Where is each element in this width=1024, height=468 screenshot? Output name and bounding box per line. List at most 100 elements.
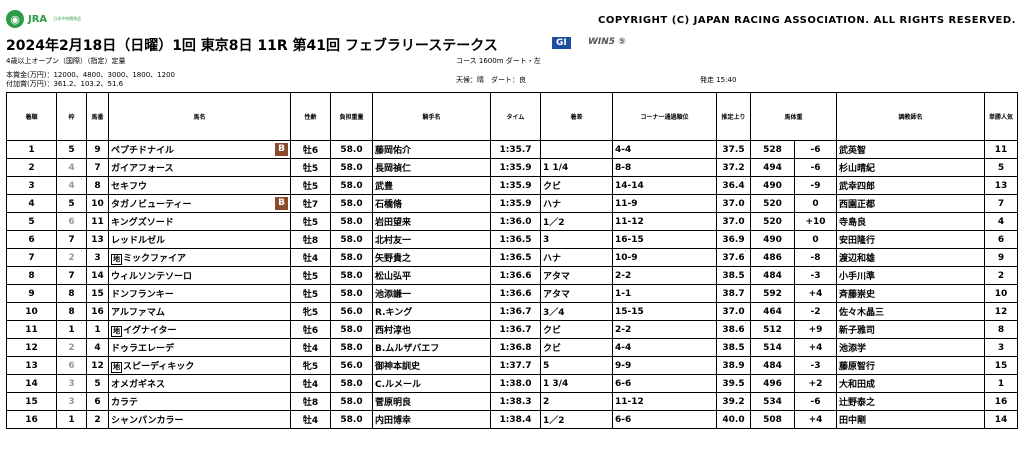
- table-row[interactable]: 5 6 11 キングズソード 牡5 58.0 岩田望来 1:36.0 1／2 11-12 37.0 5…: [6, 212, 1019, 231]
- jra-logo-icon: ◉: [6, 10, 24, 28]
- cell-horse[interactable]: オメガギネス: [108, 374, 291, 393]
- cell-pos: 8: [6, 266, 57, 285]
- cell-horse[interactable]: シャンパンカラー: [108, 410, 291, 429]
- jra-logo[interactable]: ◉ JRA 日本中央競馬会: [6, 9, 81, 29]
- cell-horse[interactable]: ドンフランキー: [108, 284, 291, 303]
- cell-bodyweight: 520: [750, 194, 795, 213]
- table-row[interactable]: 1 5 9 ペプチドナイル B 牡6 58.0 藤岡佑介 1:35.7 4-4 37.5 528 -6 武…: [6, 140, 1019, 159]
- cell-trainer[interactable]: 小手川準: [836, 266, 986, 285]
- cell-jockey[interactable]: 石橋脩: [372, 194, 491, 213]
- horse-name[interactable]: ドゥラエレーデ: [111, 344, 175, 354]
- cell-jockey[interactable]: 御神本訓史: [372, 356, 491, 375]
- cell-time: 1:36.7: [490, 302, 541, 321]
- table-row[interactable]: 3 4 8 セキフウ 牡5 58.0 武豊 1:35.9 クビ 14-14 36.4 490 -9 武幸四…: [6, 176, 1019, 195]
- cell-jockey[interactable]: 北村友一: [372, 230, 491, 249]
- table-row[interactable]: 7 2 3 地ミックファイア 牡4 58.0 矢野貴之 1:36.5 ハナ 10-9 37.6 486…: [6, 248, 1019, 267]
- horse-name[interactable]: ウィルソンテソーロ: [111, 272, 193, 282]
- cell-trainer[interactable]: 武幸四郎: [836, 176, 986, 195]
- table-row[interactable]: 16 1 2 シャンパンカラー 牡4 58.0 内田博幸 1:38.4 1／2 6-6 40.0 50…: [6, 410, 1019, 429]
- cell-trainer[interactable]: 渡辺和雄: [836, 248, 986, 267]
- cell-jockey[interactable]: 松山弘平: [372, 266, 491, 285]
- cell-horse[interactable]: ガイアフォース: [108, 158, 291, 177]
- cell-trainer[interactable]: 安田隆行: [836, 230, 986, 249]
- horse-name[interactable]: ミックファイア: [123, 253, 187, 264]
- cell-jockey[interactable]: B.ムルザバエフ: [372, 338, 491, 357]
- table-row[interactable]: 14 3 5 オメガギネス 牡4 58.0 C.ルメール 1:38.0 1 3/4 6-6 39.5…: [6, 374, 1019, 393]
- horse-name[interactable]: キングズソード: [111, 218, 174, 228]
- cell-horse[interactable]: タガノビューティー B: [108, 194, 291, 213]
- cell-horse[interactable]: 地ミックファイア: [108, 248, 291, 267]
- cell-jockey[interactable]: 武豊: [372, 176, 491, 195]
- horse-name[interactable]: イグナイター: [123, 325, 177, 336]
- cell-time: 1:36.8: [490, 338, 541, 357]
- cell-weight: 56.0: [330, 356, 373, 375]
- table-row[interactable]: 13 6 12 地スピーディキック 牝5 56.0 御神本訓史 1:37.7 5 9-9 38.9 4…: [6, 356, 1019, 375]
- horse-name[interactable]: アルファマム: [111, 308, 165, 318]
- cell-trainer[interactable]: 寺島良: [836, 212, 986, 231]
- cell-num: 11: [86, 212, 109, 231]
- horse-name[interactable]: オメガギネス: [111, 380, 166, 390]
- cell-jockey[interactable]: 内田博幸: [372, 410, 491, 429]
- cell-trainer[interactable]: 大和田成: [836, 374, 986, 393]
- cell-trainer[interactable]: 辻野泰之: [836, 392, 986, 411]
- horse-name[interactable]: ガイアフォース: [111, 164, 174, 174]
- cell-horse[interactable]: 地イグナイター: [108, 320, 291, 339]
- cell-num: 16: [86, 302, 109, 321]
- horse-name[interactable]: シャンパンカラー: [111, 416, 184, 426]
- cell-jockey[interactable]: 矢野貴之: [372, 248, 491, 267]
- cell-trainer[interactable]: 佐々木晶三: [836, 302, 986, 321]
- cell-trainer[interactable]: 池添学: [836, 338, 986, 357]
- cell-weight-diff: -8: [793, 248, 838, 267]
- cell-horse[interactable]: レッドルゼル: [108, 230, 291, 249]
- table-row[interactable]: 9 8 15 ドンフランキー 牡5 58.0 池添謙一 1:36.6 アタマ 1-1 38.7 592…: [6, 284, 1019, 303]
- cell-weight-diff: -6: [793, 392, 838, 411]
- cell-horse[interactable]: 地スピーディキック: [108, 356, 291, 375]
- table-row[interactable]: 2 4 7 ガイアフォース 牡5 58.0 長岡禎仁 1:35.9 1 1/4 8-8 37.2 49…: [6, 158, 1019, 177]
- cell-horse[interactable]: カラテ: [108, 392, 291, 411]
- cell-trainer[interactable]: 杉山晴紀: [836, 158, 986, 177]
- cell-jockey[interactable]: 藤岡佑介: [372, 140, 491, 159]
- cell-last: 36.4: [716, 176, 751, 195]
- cell-horse[interactable]: ウィルソンテソーロ: [108, 266, 291, 285]
- cell-sex: 牡4: [290, 248, 331, 267]
- cell-weight: 58.0: [330, 248, 373, 267]
- cell-bodyweight: 494: [750, 158, 795, 177]
- cell-jockey[interactable]: R.キング: [372, 302, 491, 321]
- horse-name[interactable]: ペプチドナイル: [111, 146, 175, 156]
- cell-jockey[interactable]: C.ルメール: [372, 374, 491, 393]
- table-row[interactable]: 6 7 13 レッドルゼル 牡8 58.0 北村友一 1:36.5 3 16-15 36.9 490 0…: [6, 230, 1019, 249]
- cell-horse[interactable]: ドゥラエレーデ: [108, 338, 291, 357]
- table-row[interactable]: 12 2 4 ドゥラエレーデ 牡4 58.0 B.ムルザバエフ 1:36.8 クビ 4-4 38.5…: [6, 338, 1019, 357]
- cell-horse[interactable]: セキフウ: [108, 176, 291, 195]
- cell-jockey[interactable]: 長岡禎仁: [372, 158, 491, 177]
- cell-jockey[interactable]: 池添謙一: [372, 284, 491, 303]
- horse-name[interactable]: カラテ: [111, 398, 139, 408]
- cell-trainer[interactable]: 新子雅司: [836, 320, 986, 339]
- cell-horse[interactable]: ペプチドナイル B: [108, 140, 291, 159]
- horse-name[interactable]: タガノビューティー: [111, 200, 192, 210]
- horse-name[interactable]: スピーディキック: [123, 361, 195, 372]
- horse-name[interactable]: レッドルゼル: [111, 236, 166, 246]
- col-header-sex: 性齢: [290, 92, 331, 141]
- cell-horse[interactable]: アルファマム: [108, 302, 291, 321]
- cell-trainer[interactable]: 西園正都: [836, 194, 986, 213]
- cell-jockey[interactable]: 岩田望来: [372, 212, 491, 231]
- table-row[interactable]: 11 1 1 地イグナイター 牡6 58.0 西村淳也 1:36.7 クビ 2-2 38.6 512 +…: [6, 320, 1019, 339]
- cell-jockey[interactable]: 西村淳也: [372, 320, 491, 339]
- horse-name[interactable]: ドンフランキー: [111, 290, 174, 300]
- cell-trainer[interactable]: 田中剛: [836, 410, 986, 429]
- cell-horse[interactable]: キングズソード: [108, 212, 291, 231]
- table-row[interactable]: 8 7 14 ウィルソンテソーロ 牡5 58.0 松山弘平 1:36.6 アタマ 2-2 38.5 4…: [6, 266, 1019, 285]
- table-row[interactable]: 4 5 10 タガノビューティー B 牡7 58.0 石橋脩 1:35.9 ハナ 11-9 37.0 5…: [6, 194, 1019, 213]
- col-header-bodyweight: 馬体重: [749, 92, 838, 141]
- cell-trainer[interactable]: 武英智: [836, 140, 986, 159]
- cell-corner: 15-15: [612, 302, 717, 321]
- table-row[interactable]: 15 3 6 カラテ 牡8 58.0 菅原明良 1:38.3 2 11-12 39.2 534 -6 辻野…: [6, 392, 1019, 411]
- cell-jockey[interactable]: 菅原明良: [372, 392, 491, 411]
- cell-trainer[interactable]: 藤原智行: [836, 356, 986, 375]
- horse-name[interactable]: セキフウ: [111, 182, 148, 192]
- cell-trainer[interactable]: 斉藤崇史: [836, 284, 986, 303]
- cell-corner: 6-6: [612, 374, 717, 393]
- cell-bodyweight: 592: [750, 284, 795, 303]
- table-row[interactable]: 10 8 16 アルファマム 牝5 56.0 R.キング 1:36.7 3／4 15-15 37.0…: [6, 302, 1019, 321]
